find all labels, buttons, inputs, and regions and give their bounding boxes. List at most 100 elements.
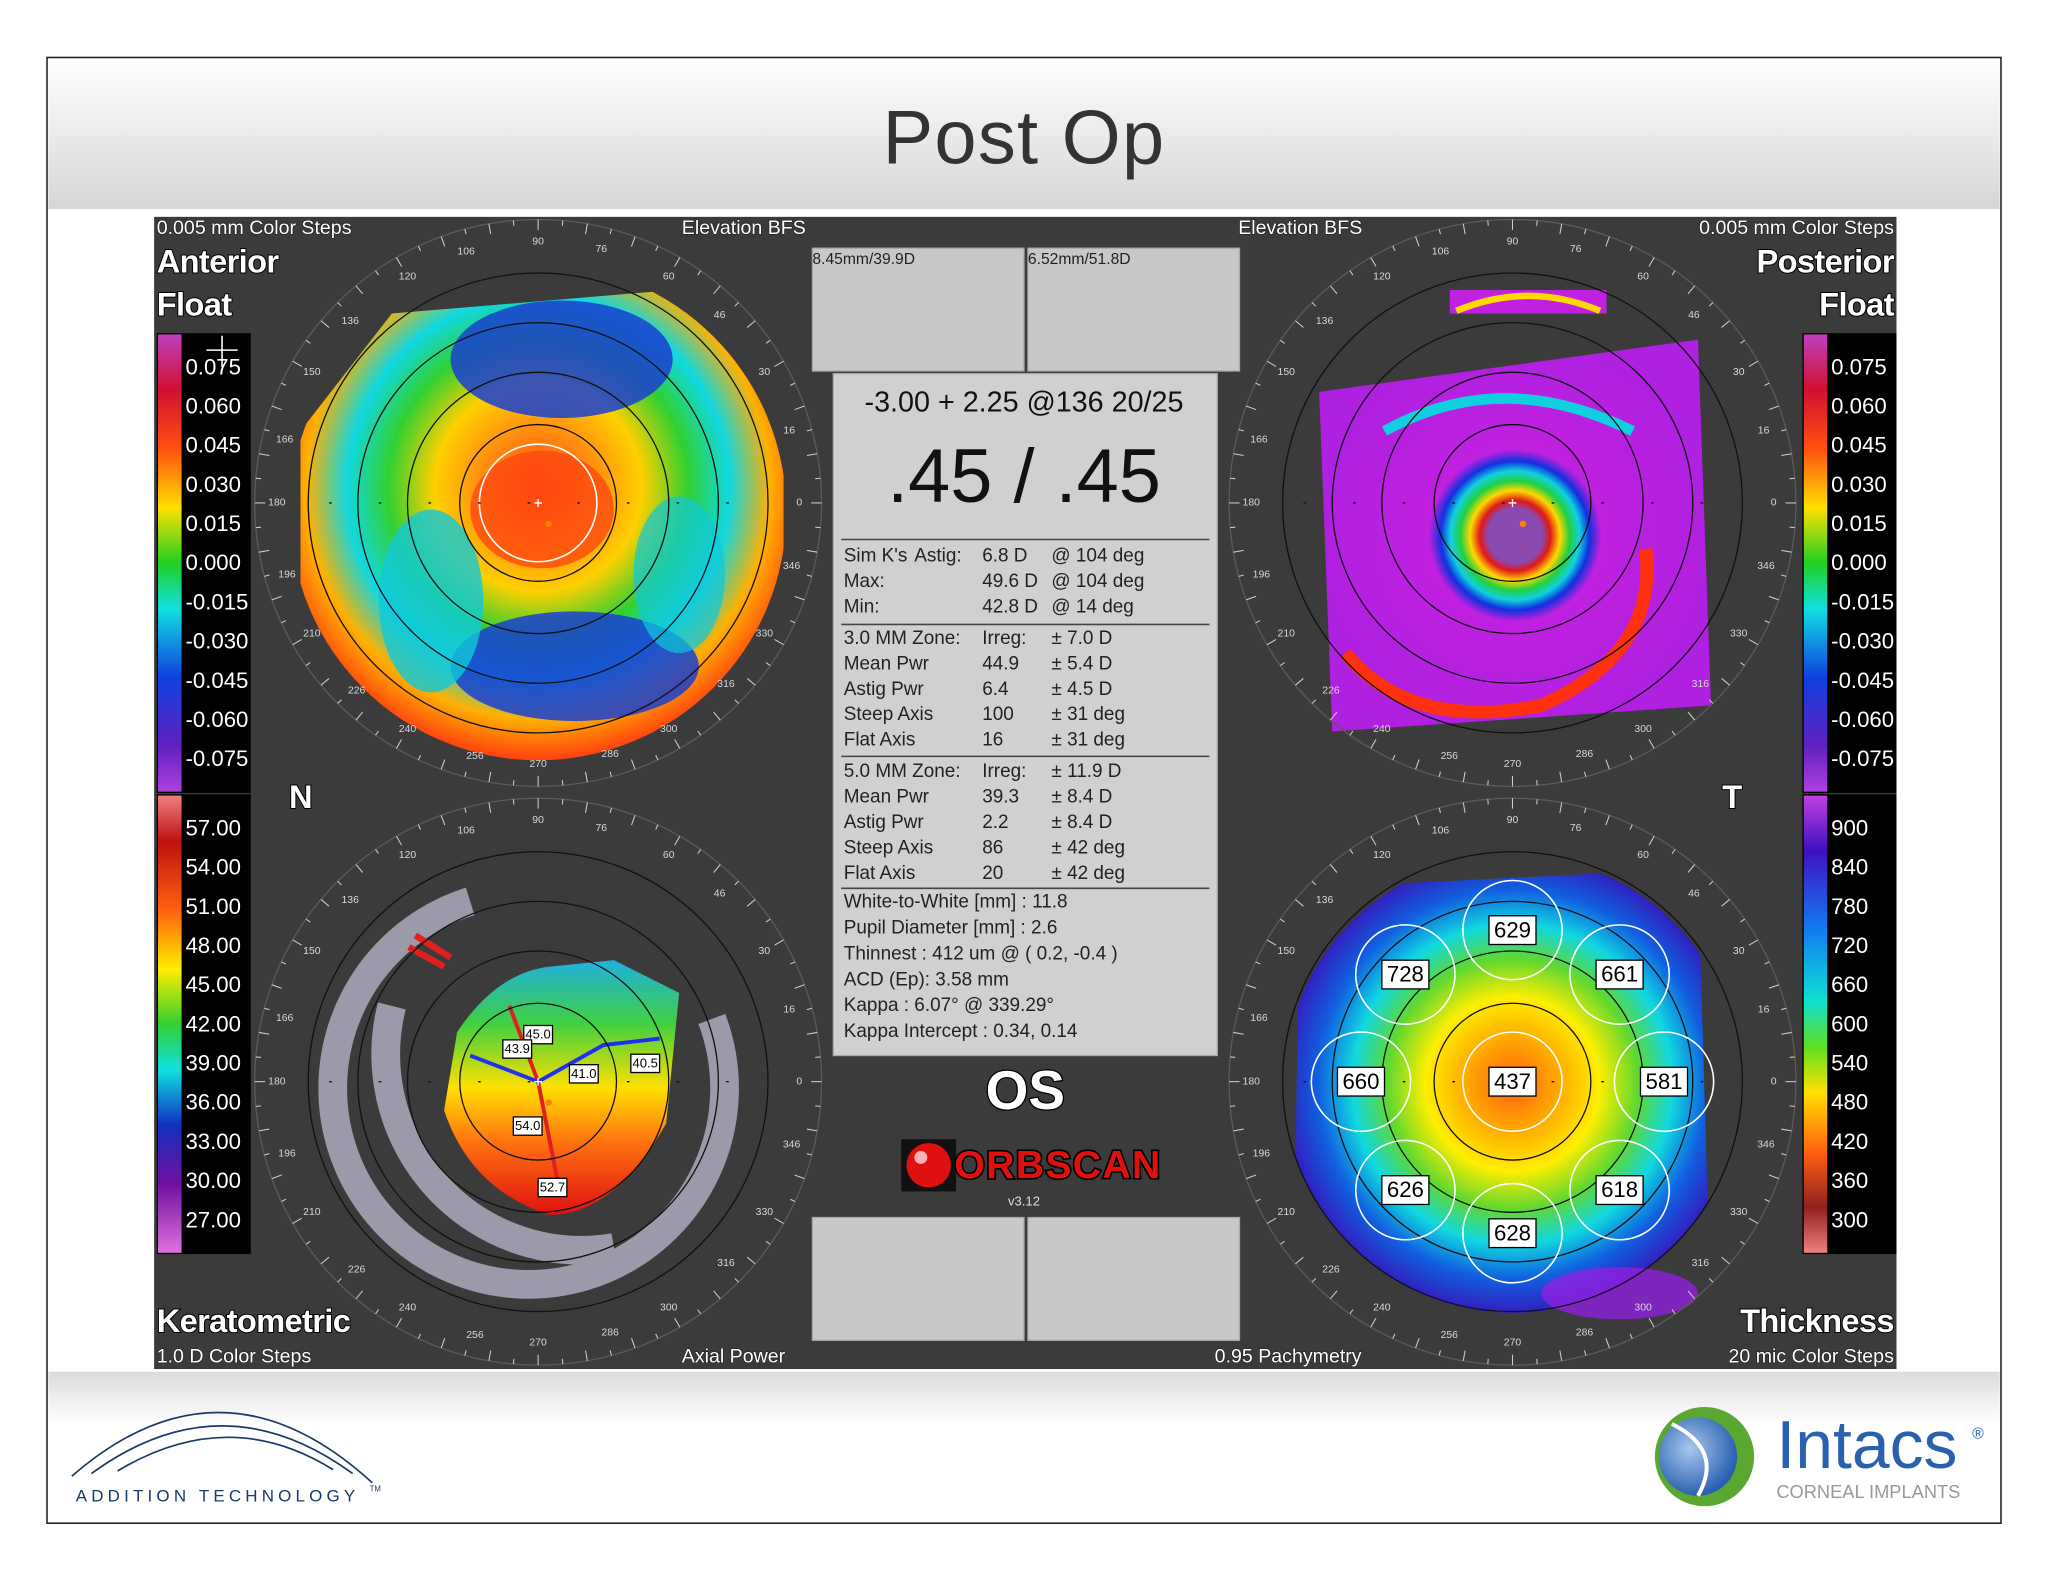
color-scale-label: 36.00	[185, 1090, 241, 1115]
map-blob	[633, 496, 725, 654]
dial-tick	[292, 639, 302, 646]
dial-tick	[1629, 824, 1633, 830]
measurement-circle	[1354, 924, 1456, 1025]
center-marker	[1508, 499, 1517, 507]
map-fill	[1319, 339, 1712, 732]
dial-tick	[806, 453, 818, 457]
dial-tick	[1295, 320, 1304, 328]
dial-label: 226	[348, 686, 366, 697]
dial-label: 136	[1316, 895, 1334, 906]
dial-label: 150	[1278, 946, 1296, 957]
color-scale-label: 45.00	[185, 972, 241, 997]
measurement-circle	[1462, 1031, 1563, 1133]
dial-label: 256	[466, 1330, 484, 1341]
dial-tick	[1629, 754, 1633, 761]
kerato-value: 41.0	[571, 1066, 596, 1081]
dial-tick	[281, 961, 287, 965]
thickness-value: 660	[1342, 1069, 1379, 1094]
dial-tick	[488, 1350, 492, 1361]
value-box	[630, 1053, 661, 1074]
nasal-label: N	[289, 778, 312, 815]
dial-label: 0	[796, 1076, 802, 1087]
dial-tick	[417, 245, 422, 251]
kerato-value: 45.0	[525, 1027, 550, 1042]
dial-tick	[1370, 257, 1377, 267]
dial-tick	[271, 1174, 282, 1180]
color-scale-label: 42.00	[185, 1011, 241, 1036]
dial-tick	[1233, 549, 1244, 553]
dial-tick	[790, 961, 796, 965]
sim-k-cell: 42.8 D	[982, 596, 1038, 617]
dial-label: 316	[1692, 679, 1710, 690]
dial-tick	[1349, 849, 1354, 855]
dial-tick	[337, 699, 342, 704]
dial-tick	[1605, 236, 1610, 247]
color-scale-label: 39.00	[185, 1051, 241, 1076]
dial-label: 330	[1730, 628, 1748, 639]
brand-icon	[906, 1143, 951, 1188]
dial-label: 270	[1504, 759, 1522, 770]
dial-tick	[1583, 228, 1587, 235]
color-scale-label: 720	[1831, 933, 1868, 958]
dial-label: 196	[278, 1148, 296, 1159]
dial-label: 240	[399, 724, 417, 735]
dial-label: 240	[1373, 1303, 1391, 1314]
dial-label: 256	[466, 751, 484, 762]
dial-label: 210	[1278, 1207, 1296, 1218]
dial-label: 346	[783, 1140, 801, 1151]
dial-tick	[1583, 771, 1587, 777]
dial-tick	[790, 620, 796, 624]
dial-tick	[375, 849, 379, 855]
value-box	[1381, 959, 1430, 990]
color-scale-label: 360	[1831, 1168, 1868, 1193]
color-scale-label: -0.015	[1831, 589, 1894, 614]
dial-tick	[1370, 739, 1377, 749]
thickness-value: 628	[1494, 1220, 1531, 1245]
color-scale-label: -0.045	[1831, 668, 1894, 693]
measurement-circle	[1310, 1031, 1412, 1133]
dial-label: 76	[596, 244, 608, 255]
dial-tick	[440, 815, 446, 826]
dial-tick	[806, 429, 813, 432]
apex-marker	[1519, 520, 1527, 528]
dial-tick	[1238, 574, 1244, 577]
zone-cell: Steep Axis	[844, 837, 933, 858]
value-box	[1488, 915, 1537, 946]
dial-tick	[258, 453, 270, 457]
dial-tick	[655, 754, 659, 761]
dial-tick	[585, 771, 588, 783]
map-blob	[1541, 1267, 1698, 1320]
thickness-value: 437	[1494, 1069, 1531, 1094]
dial-tick	[794, 1174, 805, 1180]
intacs-icon-swoosh	[1670, 1422, 1709, 1497]
color-scale-label: 540	[1831, 1051, 1868, 1076]
dial-tick	[1605, 815, 1610, 826]
zone-ring	[406, 371, 670, 635]
dial-label: 286	[1576, 1328, 1594, 1339]
dial-tick	[337, 1278, 342, 1283]
sim-k-cell: @ 104 deg	[1051, 546, 1144, 567]
zone-ring	[459, 423, 618, 582]
dial-label: 150	[1278, 367, 1296, 378]
dial-tick	[1280, 918, 1285, 923]
zone-ring	[307, 851, 769, 1313]
color-scale-gradient	[1803, 334, 1828, 792]
dial-tick	[609, 1350, 612, 1356]
dial-tick	[417, 1333, 422, 1339]
color-scale-label: 0.060	[185, 393, 241, 418]
color-scale-label: 33.00	[185, 1129, 241, 1154]
measurement-circle	[1462, 879, 1563, 981]
dial-tick	[1764, 961, 1770, 965]
color-scale-label: 600	[1831, 1011, 1868, 1036]
value-box	[1595, 959, 1644, 990]
color-scale-label: 27.00	[185, 1207, 241, 1232]
dial-tick	[1245, 595, 1257, 601]
dial-tick	[585, 802, 588, 813]
dial-label: 16	[783, 1004, 795, 1015]
color-scale-gradient	[158, 795, 182, 1253]
dial-tick	[417, 754, 422, 761]
dial-tick	[1559, 223, 1563, 235]
color-scale-label: 0.030	[185, 472, 241, 497]
dial-label: 16	[1758, 426, 1770, 437]
dial-tick	[1559, 802, 1563, 813]
